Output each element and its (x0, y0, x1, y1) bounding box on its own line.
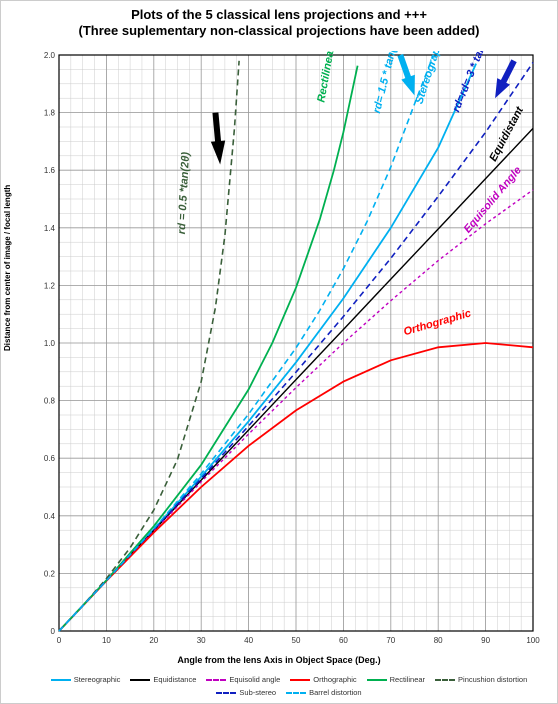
svg-text:1.0: 1.0 (44, 339, 56, 348)
legend: Stereographic Equidistance Equisolid angle… (31, 675, 547, 697)
svg-text:0: 0 (57, 636, 62, 645)
legend-item: Equidistance (130, 675, 196, 684)
svg-text:2.0: 2.0 (44, 51, 56, 60)
legend-swatch (206, 679, 226, 681)
legend-swatch (216, 692, 236, 694)
svg-text:1.2: 1.2 (44, 281, 56, 290)
svg-text:70: 70 (386, 636, 395, 645)
legend-item: Sub-stereo (216, 688, 276, 697)
legend-swatch (130, 679, 150, 681)
svg-text:0.2: 0.2 (44, 569, 56, 578)
svg-text:30: 30 (197, 636, 206, 645)
svg-text:0: 0 (51, 627, 56, 636)
svg-text:80: 80 (434, 636, 443, 645)
legend-label: Pincushion distortion (458, 675, 527, 684)
chart-page: Plots of the 5 classical lens projection… (0, 0, 558, 704)
plot-svg: 0 10 20 30 40 50 60 70 80 90 100 0 0.2 0.4 0.6 0.8 1.0 1.… (31, 51, 541, 651)
svg-text:0.8: 0.8 (44, 397, 56, 406)
legend-swatch (435, 679, 455, 681)
legend-label: Sub-stereo (239, 688, 276, 697)
svg-text:20: 20 (149, 636, 158, 645)
svg-text:0.4: 0.4 (44, 512, 56, 521)
legend-swatch (286, 692, 306, 694)
plot-area: 0 10 20 30 40 50 60 70 80 90 100 0 0.2 0.4 0.6 0.8 1.0 1.… (31, 51, 541, 651)
legend-item: Stereographic (51, 675, 121, 684)
svg-text:90: 90 (481, 636, 490, 645)
title-line2: (Three suplementary non-classical projec… (1, 23, 557, 39)
svg-text:40: 40 (244, 636, 253, 645)
legend-label: Rectilinear (390, 675, 425, 684)
legend-label: Equisolid angle (229, 675, 280, 684)
legend-swatch (51, 679, 71, 681)
x-axis-label: Angle from the lens Axis in Object Space… (1, 655, 557, 665)
title-line1: Plots of the 5 classical lens projection… (1, 7, 557, 23)
legend-label: Equidistance (153, 675, 196, 684)
legend-item: Equisolid angle (206, 675, 280, 684)
legend-label: Orthographic (313, 675, 356, 684)
legend-item: Rectilinear (367, 675, 425, 684)
svg-text:100: 100 (526, 636, 540, 645)
y-axis-label: Distance from center of image / focal le… (3, 185, 12, 351)
legend-swatch (290, 679, 310, 681)
legend-label: Stereographic (74, 675, 121, 684)
svg-text:60: 60 (339, 636, 348, 645)
svg-text:10: 10 (102, 636, 111, 645)
legend-label: Barrel distortion (309, 688, 362, 697)
svg-text:1.8: 1.8 (44, 109, 56, 118)
svg-text:50: 50 (292, 636, 301, 645)
legend-item: Pincushion distortion (435, 675, 527, 684)
svg-text:0.6: 0.6 (44, 454, 56, 463)
svg-text:1.4: 1.4 (44, 224, 56, 233)
legend-swatch (367, 679, 387, 681)
legend-item: Orthographic (290, 675, 356, 684)
svg-text:1.6: 1.6 (44, 166, 56, 175)
legend-item: Barrel distortion (286, 688, 362, 697)
chart-title: Plots of the 5 classical lens projection… (1, 7, 557, 40)
